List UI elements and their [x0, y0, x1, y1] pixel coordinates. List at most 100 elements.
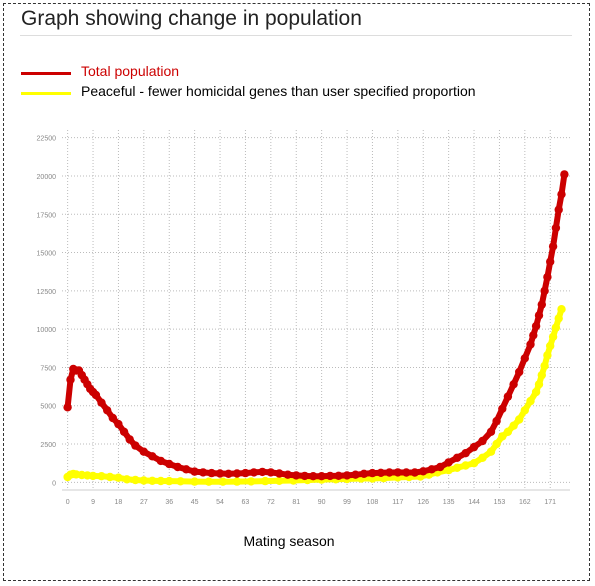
- data-point: [444, 465, 453, 475]
- data-point: [529, 331, 538, 340]
- data-point: [537, 300, 546, 309]
- data-point: [218, 477, 228, 486]
- data-point: [114, 473, 123, 482]
- data-point: [546, 341, 555, 351]
- x-tick-label: 126: [417, 499, 429, 506]
- data-point: [156, 456, 165, 466]
- data-point: [182, 465, 191, 474]
- y-tick-label: 10000: [37, 327, 57, 334]
- data-point: [376, 468, 386, 477]
- data-point: [119, 427, 129, 436]
- data-point: [198, 468, 208, 477]
- data-point: [292, 471, 301, 480]
- data-point: [148, 476, 157, 485]
- legend-label-peaceful: Peaceful - fewer homicidal genes than us…: [81, 83, 476, 99]
- series-0: [63, 170, 569, 481]
- data-point: [503, 392, 513, 401]
- data-point: [232, 469, 242, 478]
- legend-swatch-total-population: [21, 72, 71, 75]
- data-point: [63, 403, 72, 412]
- legend-label-total-population: Total population: [81, 63, 180, 79]
- x-tick-label: 90: [318, 499, 326, 506]
- data-point: [173, 462, 182, 472]
- data-point: [526, 396, 535, 406]
- data-point: [534, 311, 544, 320]
- data-point: [520, 406, 529, 415]
- data-point: [503, 427, 513, 436]
- data-point: [520, 354, 529, 363]
- data-point: [246, 477, 256, 486]
- data-point: [241, 468, 250, 478]
- data-point: [444, 458, 453, 467]
- data-point: [334, 471, 343, 480]
- data-point: [478, 436, 487, 446]
- data-point: [368, 468, 377, 478]
- x-tick-label: 135: [443, 499, 455, 506]
- data-point: [148, 452, 157, 461]
- data-point: [461, 461, 470, 470]
- data-point: [131, 441, 140, 450]
- data-point: [410, 468, 419, 477]
- data-point: [469, 459, 479, 468]
- data-point: [165, 476, 174, 486]
- x-tick-label: 0: [66, 499, 70, 506]
- y-tick-label: 20000: [37, 174, 57, 181]
- data-point: [275, 476, 284, 485]
- y-tick-label: 5000: [40, 404, 56, 411]
- data-point: [91, 390, 101, 400]
- y-tick-label: 7500: [40, 365, 56, 372]
- data-point: [551, 223, 561, 233]
- data-point: [190, 467, 199, 476]
- data-point: [249, 468, 259, 477]
- data-point: [402, 468, 411, 477]
- data-point: [139, 476, 148, 485]
- data-point: [486, 427, 496, 436]
- data-point: [486, 447, 496, 456]
- data-point: [548, 332, 558, 341]
- data-point: [215, 469, 225, 478]
- data-point: [125, 435, 134, 444]
- data-point: [461, 449, 470, 458]
- data-point: [266, 468, 275, 477]
- data-point: [97, 472, 106, 481]
- x-tick-label: 144: [468, 499, 480, 506]
- x-tick-label: 36: [165, 499, 173, 506]
- data-point: [66, 375, 75, 384]
- data-point: [122, 475, 132, 484]
- data-point: [385, 468, 394, 477]
- data-point: [342, 471, 352, 480]
- data-point: [543, 351, 552, 360]
- data-point: [452, 463, 462, 472]
- data-point: [531, 321, 541, 331]
- x-tick-label: 117: [392, 499, 403, 506]
- data-point: [478, 453, 487, 462]
- data-point: [97, 398, 106, 407]
- x-tick-label: 63: [242, 499, 250, 506]
- data-point: [283, 470, 292, 479]
- data-point: [88, 471, 98, 481]
- x-tick-label: 99: [343, 499, 351, 506]
- data-point: [540, 286, 549, 296]
- data-point: [531, 387, 541, 397]
- data-point: [498, 432, 507, 441]
- data-point: [546, 257, 555, 266]
- x-tick-label: 27: [140, 499, 148, 506]
- chart-title: Graph showing change in population: [21, 7, 362, 30]
- legend-swatch-peaceful: [21, 92, 71, 95]
- x-tick-label: 81: [292, 499, 300, 506]
- data-point: [419, 467, 428, 476]
- data-point: [557, 305, 566, 314]
- data-point: [436, 462, 445, 472]
- data-point: [492, 439, 501, 449]
- data-point: [165, 459, 174, 469]
- data-point: [551, 323, 561, 332]
- series-line: [64, 306, 565, 485]
- data-point: [548, 242, 558, 251]
- x-tick-label: 171: [544, 499, 556, 506]
- data-point: [204, 477, 213, 486]
- data-point: [325, 471, 335, 481]
- x-tick-label: 54: [216, 499, 224, 506]
- data-point: [224, 469, 233, 478]
- data-point: [526, 340, 535, 349]
